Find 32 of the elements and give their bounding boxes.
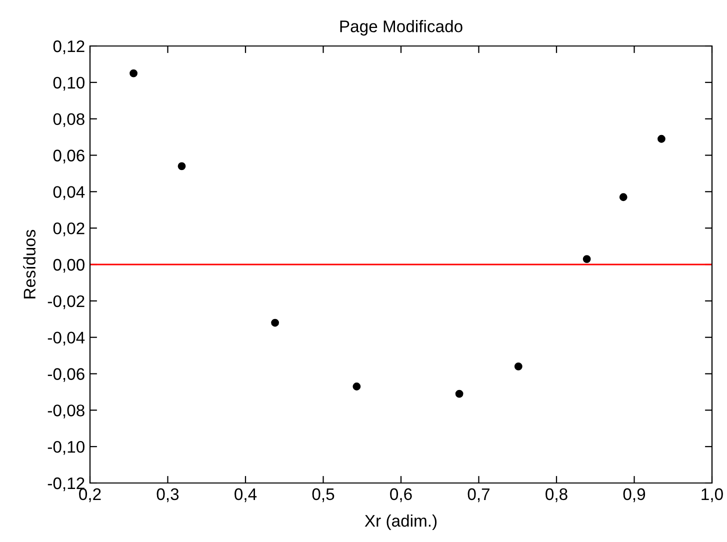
x-tick-label: 0,7 xyxy=(468,488,490,502)
point xyxy=(271,318,279,327)
y-tick-label: 0,04 xyxy=(53,186,85,200)
y-tick-label: -0,02 xyxy=(48,295,84,310)
point xyxy=(514,362,522,370)
x-tick-label: 0,6 xyxy=(390,488,412,502)
y-tick-label: 0,00 xyxy=(53,258,84,273)
y-tick-label: -0,10 xyxy=(48,440,84,455)
point xyxy=(658,134,666,143)
x-tick-label: 1,0 xyxy=(702,488,723,502)
point xyxy=(352,382,361,390)
y-axis-title: Resíduos xyxy=(23,230,36,298)
y-tick-label: -0,06 xyxy=(48,368,84,382)
y-tick-label: 0,06 xyxy=(53,150,84,164)
point xyxy=(178,162,186,170)
y-tick-label: -0,08 xyxy=(48,404,84,418)
point xyxy=(582,255,591,263)
y-tick-label: 0,08 xyxy=(53,113,84,128)
x-axis-title: Xr (adim.) xyxy=(364,514,437,530)
y-tick-label: -0,04 xyxy=(48,332,85,346)
point xyxy=(455,390,464,398)
x-tick-label: 0,3 xyxy=(156,488,179,502)
point xyxy=(619,193,628,202)
y-tick-label: 0,02 xyxy=(53,222,84,236)
y-tick-label: 0,10 xyxy=(53,76,84,91)
x-tick-label: 0,9 xyxy=(623,488,646,502)
x-tick-label: 0,4 xyxy=(234,488,257,502)
x-tick-label: 0,5 xyxy=(312,488,334,502)
chart-title: Page Modificado xyxy=(340,20,462,36)
point xyxy=(130,69,138,78)
x-tick-label: 0,8 xyxy=(546,488,568,502)
y-tick-label: 0,12 xyxy=(53,40,84,54)
